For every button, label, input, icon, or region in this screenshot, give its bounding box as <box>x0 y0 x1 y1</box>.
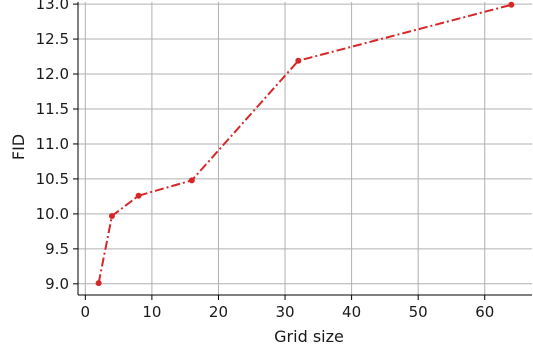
data-point <box>95 280 102 287</box>
data-point <box>135 192 142 199</box>
data-point <box>188 177 195 184</box>
x-tick-label: 10 <box>142 303 161 321</box>
y-tick-label: 9.5 <box>45 240 69 258</box>
y-tick-label: 9.0 <box>45 275 69 293</box>
tick-labels: 0 10 20 30 40 50 60 9.0 9.5 10.0 10.5 11.0 11.5 12.0 1… <box>36 0 495 321</box>
y-tick-label: 12.0 <box>36 65 69 83</box>
x-tick-label: 50 <box>409 303 428 321</box>
x-tick-label: 60 <box>475 303 494 321</box>
x-tick-label: 30 <box>275 303 294 321</box>
data-point <box>508 1 515 8</box>
y-tick-label: 10.0 <box>36 205 69 223</box>
grid-layer <box>78 2 532 295</box>
series-line <box>97 3 512 284</box>
y-tick-label: 10.5 <box>36 170 69 188</box>
y-tick-label: 11.0 <box>36 135 69 153</box>
data-point <box>295 57 302 64</box>
y-tick-label: 13.0 <box>36 0 69 13</box>
x-tick-label: 20 <box>209 303 228 321</box>
y-tick-label: 11.5 <box>36 100 69 118</box>
y-axis-title: FID <box>9 134 28 160</box>
x-axis-title: Grid size <box>274 327 344 346</box>
x-tick-label: 40 <box>342 303 361 321</box>
data-point <box>108 212 115 219</box>
series-layer <box>95 1 515 287</box>
x-tick-label: 0 <box>81 303 91 321</box>
y-tick-label: 12.5 <box>36 30 69 48</box>
axes <box>73 2 532 300</box>
